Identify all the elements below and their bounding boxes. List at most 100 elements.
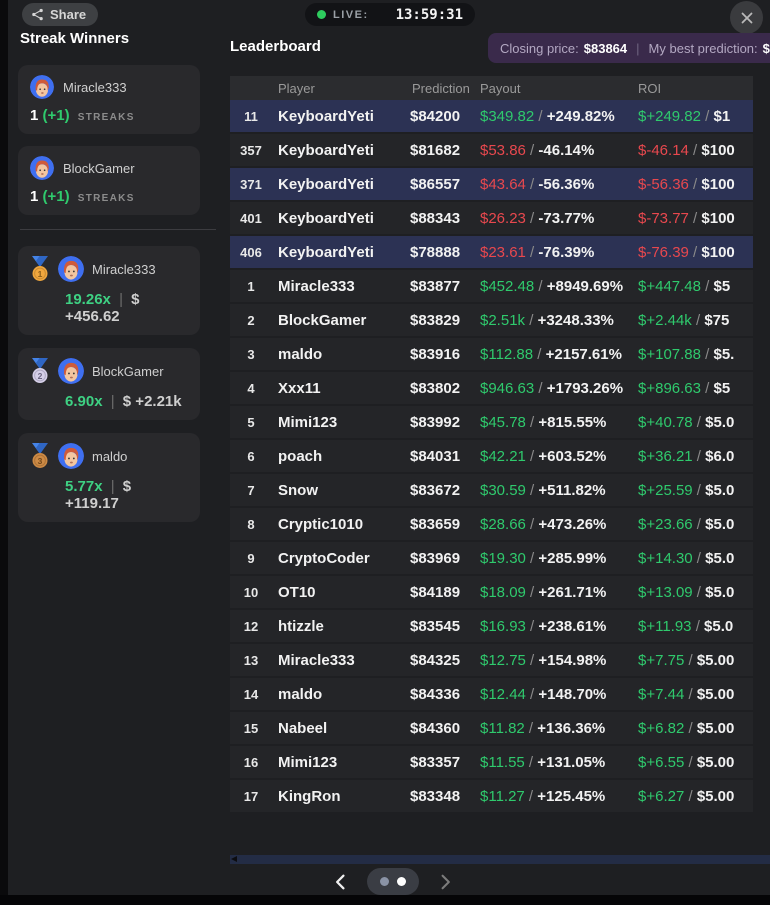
- rank-cell: 1: [247, 278, 255, 294]
- table-row[interactable]: 11 KeyboardYeti $84200 $349.82 / +249.82…: [230, 100, 753, 134]
- rank-cell: 5: [247, 414, 255, 430]
- prediction-cell: $83916: [410, 345, 461, 363]
- payout-value: $11.82: [480, 719, 525, 737]
- payout-percent: +1793.26%: [546, 379, 624, 397]
- table-row[interactable]: 8 Cryptic1010 $83659 $28.66 / +473.26% $…: [230, 508, 753, 542]
- prediction-cell: $83992: [410, 413, 461, 431]
- table-row[interactable]: 4 Xxx11 $83802 $946.63 / +1793.26% $+896…: [230, 372, 753, 406]
- payout-percent: +249.82%: [546, 107, 615, 125]
- payout-value: $23.61: [480, 243, 526, 261]
- roi-value: $+107.88: [638, 345, 701, 363]
- share-icon: [31, 8, 44, 21]
- streak-count: 1: [30, 107, 39, 124]
- player-cell: Mimi123: [278, 413, 338, 431]
- roi-cell: $+6.82 / $5.00: [638, 719, 735, 737]
- payout-multiplier: 6.90x: [65, 393, 103, 410]
- rank-cell: 15: [243, 720, 259, 736]
- table-row[interactable]: 371 KeyboardYeti $86557 $43.64 / -56.36%…: [230, 168, 753, 202]
- table-row[interactable]: 401 KeyboardYeti $88343 $26.23 / -73.77%…: [230, 202, 753, 236]
- table-row[interactable]: 9 CryptoCoder $83969 $19.30 / +285.99% $…: [230, 542, 753, 576]
- share-button[interactable]: Share: [22, 3, 99, 26]
- horizontal-scrollbar[interactable]: [230, 855, 770, 864]
- table-row[interactable]: 13 Miracle333 $84325 $12.75 / +154.98% $…: [230, 644, 753, 678]
- page-dot-active[interactable]: [397, 877, 406, 886]
- streak-winner-card[interactable]: BlockGamer 1 (+1) STREAKS: [18, 146, 200, 215]
- pagination-next-button[interactable]: [433, 869, 459, 895]
- roi-cell: $+14.30 / $5.0: [638, 549, 735, 567]
- roi-value: $+23.66: [638, 515, 693, 533]
- pagination-dots[interactable]: [367, 868, 419, 895]
- table-row[interactable]: 7 Snow $83672 $30.59 / +511.82% $+25.59 …: [230, 474, 753, 508]
- roi-stake: $5.00: [696, 651, 735, 669]
- table-row[interactable]: 15 Nabeel $84360 $11.82 / +136.36% $+6.8…: [230, 712, 753, 746]
- live-label: LIVE:: [333, 8, 369, 21]
- medal-winner-card[interactable]: 1 Miracle333 19.26x | $ +456.62: [18, 246, 200, 335]
- table-row[interactable]: 10 OT10 $84189 $18.09 / +261.71% $+13.09…: [230, 576, 753, 610]
- rank-cell: 11: [244, 108, 258, 124]
- medal-winner-card[interactable]: 3 maldo 5.77x | $ +119.17: [18, 433, 200, 522]
- prediction-cell: $84200: [410, 107, 461, 125]
- table-row[interactable]: 12 htizzle $83545 $16.93 / +238.61% $+11…: [230, 610, 753, 644]
- payout-percent: +603.52%: [538, 447, 607, 465]
- prediction-cell: $84336: [410, 685, 461, 703]
- roi-value: $+447.48: [638, 277, 701, 295]
- table-row[interactable]: 16 Mimi123 $83357 $11.55 / +131.05% $+6.…: [230, 746, 753, 780]
- rank-cell: 16: [243, 754, 259, 770]
- roi-cell: $+447.48 / $5: [638, 277, 731, 295]
- close-icon: [740, 11, 754, 25]
- roi-value: $-76.39: [638, 243, 689, 261]
- prediction-cell: $84031: [410, 447, 461, 465]
- prediction-cell: $83969: [410, 549, 461, 567]
- medal-2-icon: 2: [32, 358, 48, 383]
- prediction-cell: $83672: [410, 481, 461, 499]
- rank-cell: 14: [243, 686, 259, 702]
- table-row[interactable]: 2 BlockGamer $83829 $2.51k / +3248.33% $…: [230, 304, 753, 338]
- payout-cell: $19.30 / +285.99%: [480, 549, 607, 567]
- payout-percent: -56.36%: [538, 175, 595, 193]
- table-header-row: Player Prediction Payout ROI: [230, 76, 753, 100]
- live-dot-icon: [317, 10, 326, 19]
- close-button[interactable]: [730, 1, 763, 34]
- roi-cell: $-73.77 / $100: [638, 209, 735, 227]
- pagination-prev-button[interactable]: [327, 869, 353, 895]
- table-row[interactable]: 5 Mimi123 $83992 $45.78 / +815.55% $+40.…: [230, 406, 753, 440]
- payout-value: $349.82: [480, 107, 535, 125]
- roi-value: $+6.82: [638, 719, 685, 737]
- page-dot-inactive[interactable]: [380, 877, 389, 886]
- medal-winner-name: BlockGamer: [92, 363, 164, 379]
- roi-cell: $+2.44k / $75: [638, 311, 730, 329]
- rank-cell: 406: [240, 244, 262, 260]
- payout-percent: +8949.69%: [546, 277, 624, 295]
- prediction-cell: $84189: [410, 583, 461, 601]
- player-cell: Miracle333: [278, 277, 355, 295]
- table-row[interactable]: 14 maldo $84336 $12.44 / +148.70% $+7.44…: [230, 678, 753, 712]
- closing-price-label: Closing price:: [500, 40, 579, 56]
- roi-cell: $+249.82 / $1: [638, 107, 731, 125]
- table-row[interactable]: 357 KeyboardYeti $81682 $53.86 / -46.14%…: [230, 134, 753, 168]
- player-cell: OT10: [278, 583, 316, 601]
- profit-amount: $ +119.17: [65, 478, 132, 512]
- table-row[interactable]: 406 KeyboardYeti $78888 $23.61 / -76.39%…: [230, 236, 753, 270]
- table-row[interactable]: 6 poach $84031 $42.21 / +603.52% $+36.21…: [230, 440, 753, 474]
- roi-stake: $5.00: [696, 787, 735, 805]
- rank-cell: 4: [247, 380, 255, 396]
- payout-cell: $28.66 / +473.26%: [480, 515, 607, 533]
- roi-column-header: ROI: [638, 80, 662, 96]
- payout-cell: $11.82 / +136.36%: [480, 719, 606, 737]
- table-row[interactable]: 17 KingRon $83348 $11.27 / +125.45% $+6.…: [230, 780, 753, 814]
- payout-percent: +815.55%: [538, 413, 607, 431]
- roi-stake: $6.0: [705, 447, 735, 465]
- payout-value: $43.64: [480, 175, 526, 193]
- player-cell: Snow: [278, 481, 318, 499]
- roi-stake: $5.00: [696, 753, 735, 771]
- table-row[interactable]: 3 maldo $83916 $112.88 / +2157.61% $+107…: [230, 338, 753, 372]
- medal-winner-card[interactable]: 2 BlockGamer 6.90x | $ +2.21k: [18, 348, 200, 420]
- payout-value: $30.59: [480, 481, 526, 499]
- payout-cell: $11.27 / +125.45%: [480, 787, 606, 805]
- medal-cards: 1 Miracle333 19.26x | $ +456.62 2 BlockG…: [18, 246, 218, 522]
- rank-cell: 371: [240, 176, 262, 192]
- roi-value: $-46.14: [638, 141, 689, 159]
- table-row[interactable]: 1 Miracle333 $83877 $452.48 / +8949.69% …: [230, 270, 753, 304]
- roi-cell: $+25.59 / $5.0: [638, 481, 735, 499]
- streak-winner-card[interactable]: Miracle333 1 (+1) STREAKS: [18, 65, 200, 134]
